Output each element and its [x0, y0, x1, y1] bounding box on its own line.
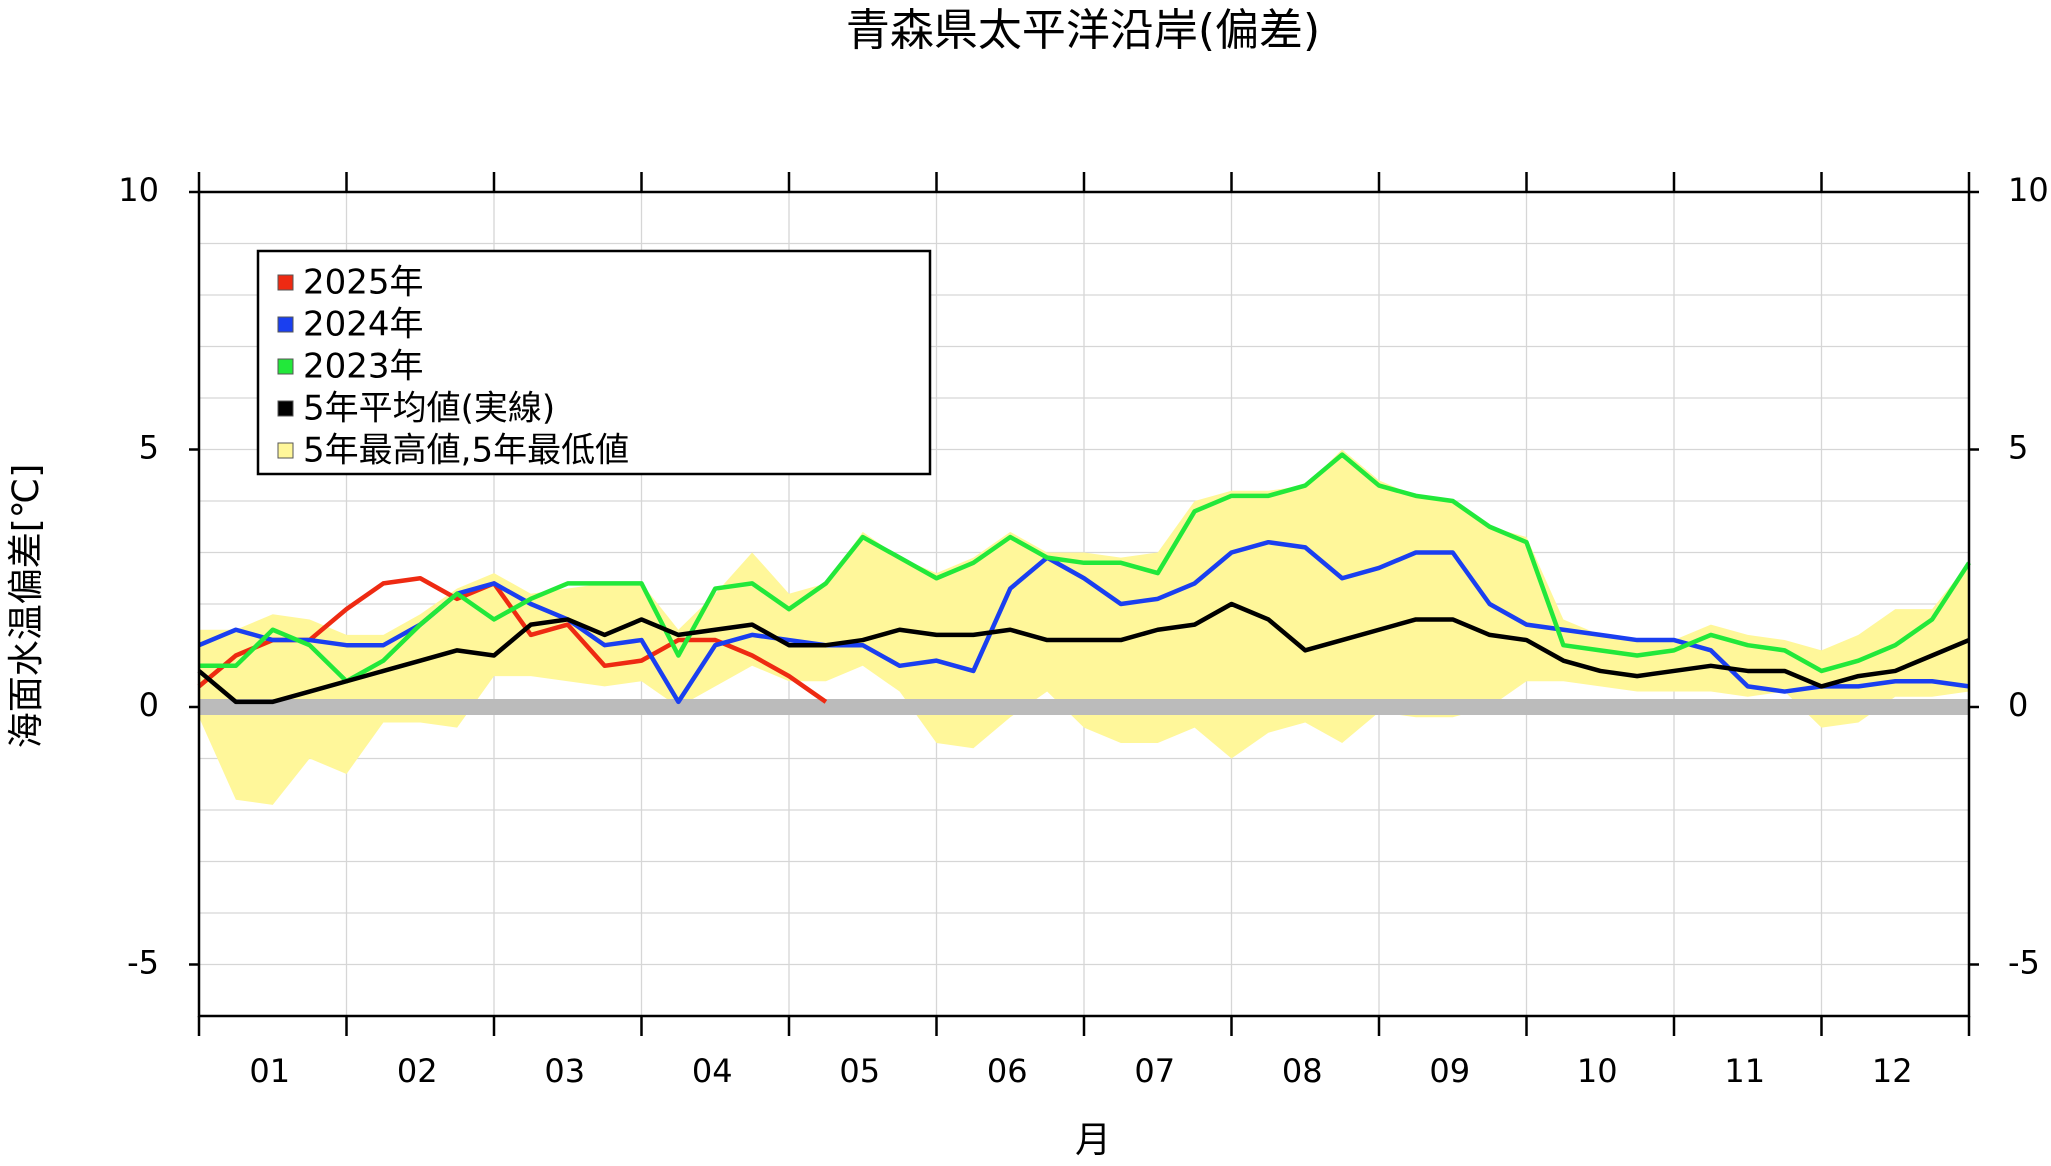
x-tick-label: 06	[987, 1052, 1028, 1090]
x-tick-label: 10	[1577, 1052, 1618, 1090]
min-max-band	[199, 449, 1969, 805]
x-tick-label: 05	[839, 1052, 880, 1090]
x-tick-label: 11	[1724, 1052, 1765, 1090]
legend-marker	[277, 274, 294, 291]
x-tick-label: 03	[544, 1052, 585, 1090]
x-tick-label: 01	[249, 1052, 290, 1090]
legend-marker	[277, 442, 294, 459]
legend-marker	[277, 400, 294, 417]
series-line	[197, 601, 1970, 705]
y-tick-label: 5	[139, 429, 159, 467]
x-tick-label: 08	[1282, 1052, 1323, 1090]
series-line	[198, 539, 1970, 705]
series-line	[199, 452, 1971, 684]
y-tick-label: 0	[139, 686, 159, 724]
y-tick-label: 10	[2008, 171, 2049, 209]
y-axis-label: 海面水温偏差[℃]	[6, 464, 47, 749]
x-tick-label: 04	[692, 1052, 733, 1090]
legend-label: 5年平均値(実線)	[303, 389, 555, 429]
y-tick-label: -5	[127, 944, 159, 982]
legend-label: 2025年	[303, 263, 424, 303]
x-tick-label: 12	[1872, 1052, 1913, 1090]
x-axis-label: 月	[1075, 1120, 1111, 1161]
x-tick-label: 07	[1134, 1052, 1175, 1090]
legend-marker	[277, 358, 294, 375]
legend-marker	[277, 316, 294, 333]
legend-label: 2023年	[303, 347, 424, 387]
chart-title: 青森県太平洋沿岸(偏差)	[846, 5, 1320, 56]
x-tick-label: 09	[1429, 1052, 1470, 1090]
legend-label: 5年最高値,5年最低値	[303, 431, 629, 471]
legend-box	[256, 249, 932, 476]
legend-label: 2024年	[303, 305, 424, 345]
y-tick-label: -5	[2008, 944, 2040, 982]
y-tick-label: 0	[2008, 686, 2028, 724]
y-tick-label: 10	[118, 171, 159, 209]
x-tick-label: 02	[397, 1052, 438, 1090]
y-tick-label: 5	[2008, 429, 2028, 467]
